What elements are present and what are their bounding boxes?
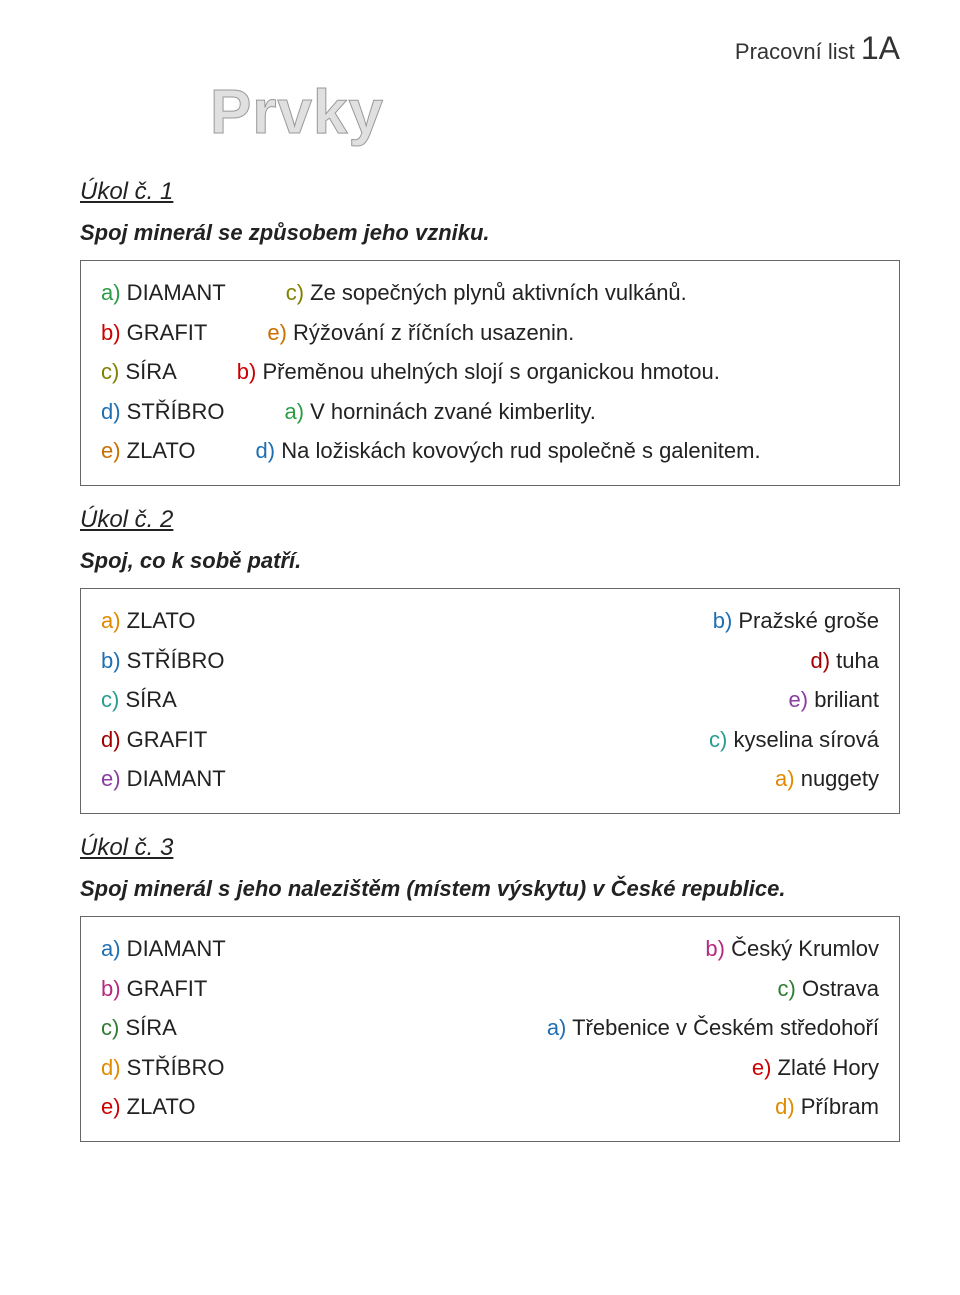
row-left: d) STŘÍBRO — [101, 392, 224, 432]
row-right: b) Český Krumlov — [705, 929, 879, 969]
match-row: d) GRAFIT c) kyselina sírová — [101, 720, 879, 760]
row-right: e) Zlaté Hory — [752, 1048, 879, 1088]
header-code: 1A — [861, 30, 900, 66]
row-left: d) STŘÍBRO — [101, 1048, 224, 1088]
row-right: a) Třebenice v Českém středohoří — [547, 1008, 879, 1048]
match-row: b) GRAFIT e) Rýžování z říčních usazenin. — [101, 313, 879, 353]
row-left: e) ZLATO — [101, 431, 196, 471]
row-right: c) kyselina sírová — [709, 720, 879, 760]
row-right: c) Ze sopečných plynů aktivních vulkánů. — [286, 273, 879, 313]
row-right: e) Rýžování z říčních usazenin. — [267, 313, 879, 353]
task1-box: a) DIAMANT c) Ze sopečných plynů aktivníc… — [80, 260, 900, 486]
task2-box: a) ZLATO b) Pražské groše b) STŘÍBRO d) tuh… — [80, 588, 900, 814]
page-header: Pracovní list 1A — [80, 30, 900, 67]
row-left: b) STŘÍBRO — [101, 641, 224, 681]
row-left: a) DIAMANT — [101, 929, 226, 969]
row-left: c) SÍRA — [101, 352, 177, 392]
match-row: c) SÍRA a) Třebenice v Českém středohoří — [101, 1008, 879, 1048]
row-left: d) GRAFIT — [101, 720, 207, 760]
match-row: c) SÍRA b) Přeměnou uhelných slojí s orga… — [101, 352, 879, 392]
task3-box: a) DIAMANT b) Český Krumlov b) GRAFIT c) Os… — [80, 916, 900, 1142]
row-right: e) briliant — [789, 680, 879, 720]
row-left: e) DIAMANT — [101, 759, 226, 799]
header-prefix: Pracovní list — [735, 39, 861, 64]
row-left: c) SÍRA — [101, 680, 177, 720]
match-row: a) ZLATO b) Pražské groše — [101, 601, 879, 641]
task3-sub: Spoj minerál s jeho nalezištěm (místem v… — [80, 876, 900, 902]
match-row: b) STŘÍBRO d) tuha — [101, 641, 879, 681]
match-row: d) STŘÍBRO a) V horninách zvané kimberlit… — [101, 392, 879, 432]
match-row: e) DIAMANT a) nuggety — [101, 759, 879, 799]
task1-heading: Úkol č. 1 — [80, 178, 900, 206]
match-row: d) STŘÍBRO e) Zlaté Hory — [101, 1048, 879, 1088]
match-row: a) DIAMANT c) Ze sopečných plynů aktivníc… — [101, 273, 879, 313]
task2-sub: Spoj, co k sobě patří. — [80, 548, 900, 574]
task1-sub: Spoj minerál se způsobem jeho vzniku. — [80, 220, 900, 246]
row-left: a) DIAMANT — [101, 273, 226, 313]
row-right: d) Na ložiskách kovových rud společně s … — [256, 431, 879, 471]
row-right: d) tuha — [811, 641, 880, 681]
match-row: a) DIAMANT b) Český Krumlov — [101, 929, 879, 969]
page-title: Prvky — [210, 77, 900, 148]
row-right: a) nuggety — [775, 759, 879, 799]
row-right: d) Příbram — [775, 1087, 879, 1127]
row-right: c) Ostrava — [778, 969, 879, 1009]
worksheet-page: Pracovní list 1A Prvky Úkol č. 1 Spoj mi… — [0, 0, 960, 1202]
row-left: a) ZLATO — [101, 601, 196, 641]
match-row: c) SÍRA e) briliant — [101, 680, 879, 720]
row-left: c) SÍRA — [101, 1008, 177, 1048]
row-right: b) Přeměnou uhelných slojí s organickou … — [237, 352, 879, 392]
match-row: e) ZLATO d) Na ložiskách kovových rud spo… — [101, 431, 879, 471]
match-row: e) ZLATO d) Příbram — [101, 1087, 879, 1127]
row-left: b) GRAFIT — [101, 969, 207, 1009]
task2-heading: Úkol č. 2 — [80, 506, 900, 534]
row-left: b) GRAFIT — [101, 313, 207, 353]
match-row: b) GRAFIT c) Ostrava — [101, 969, 879, 1009]
row-left: e) ZLATO — [101, 1087, 196, 1127]
row-right: b) Pražské groše — [713, 601, 879, 641]
row-right: a) V horninách zvané kimberlity. — [284, 392, 879, 432]
task3-heading: Úkol č. 3 — [80, 834, 900, 862]
